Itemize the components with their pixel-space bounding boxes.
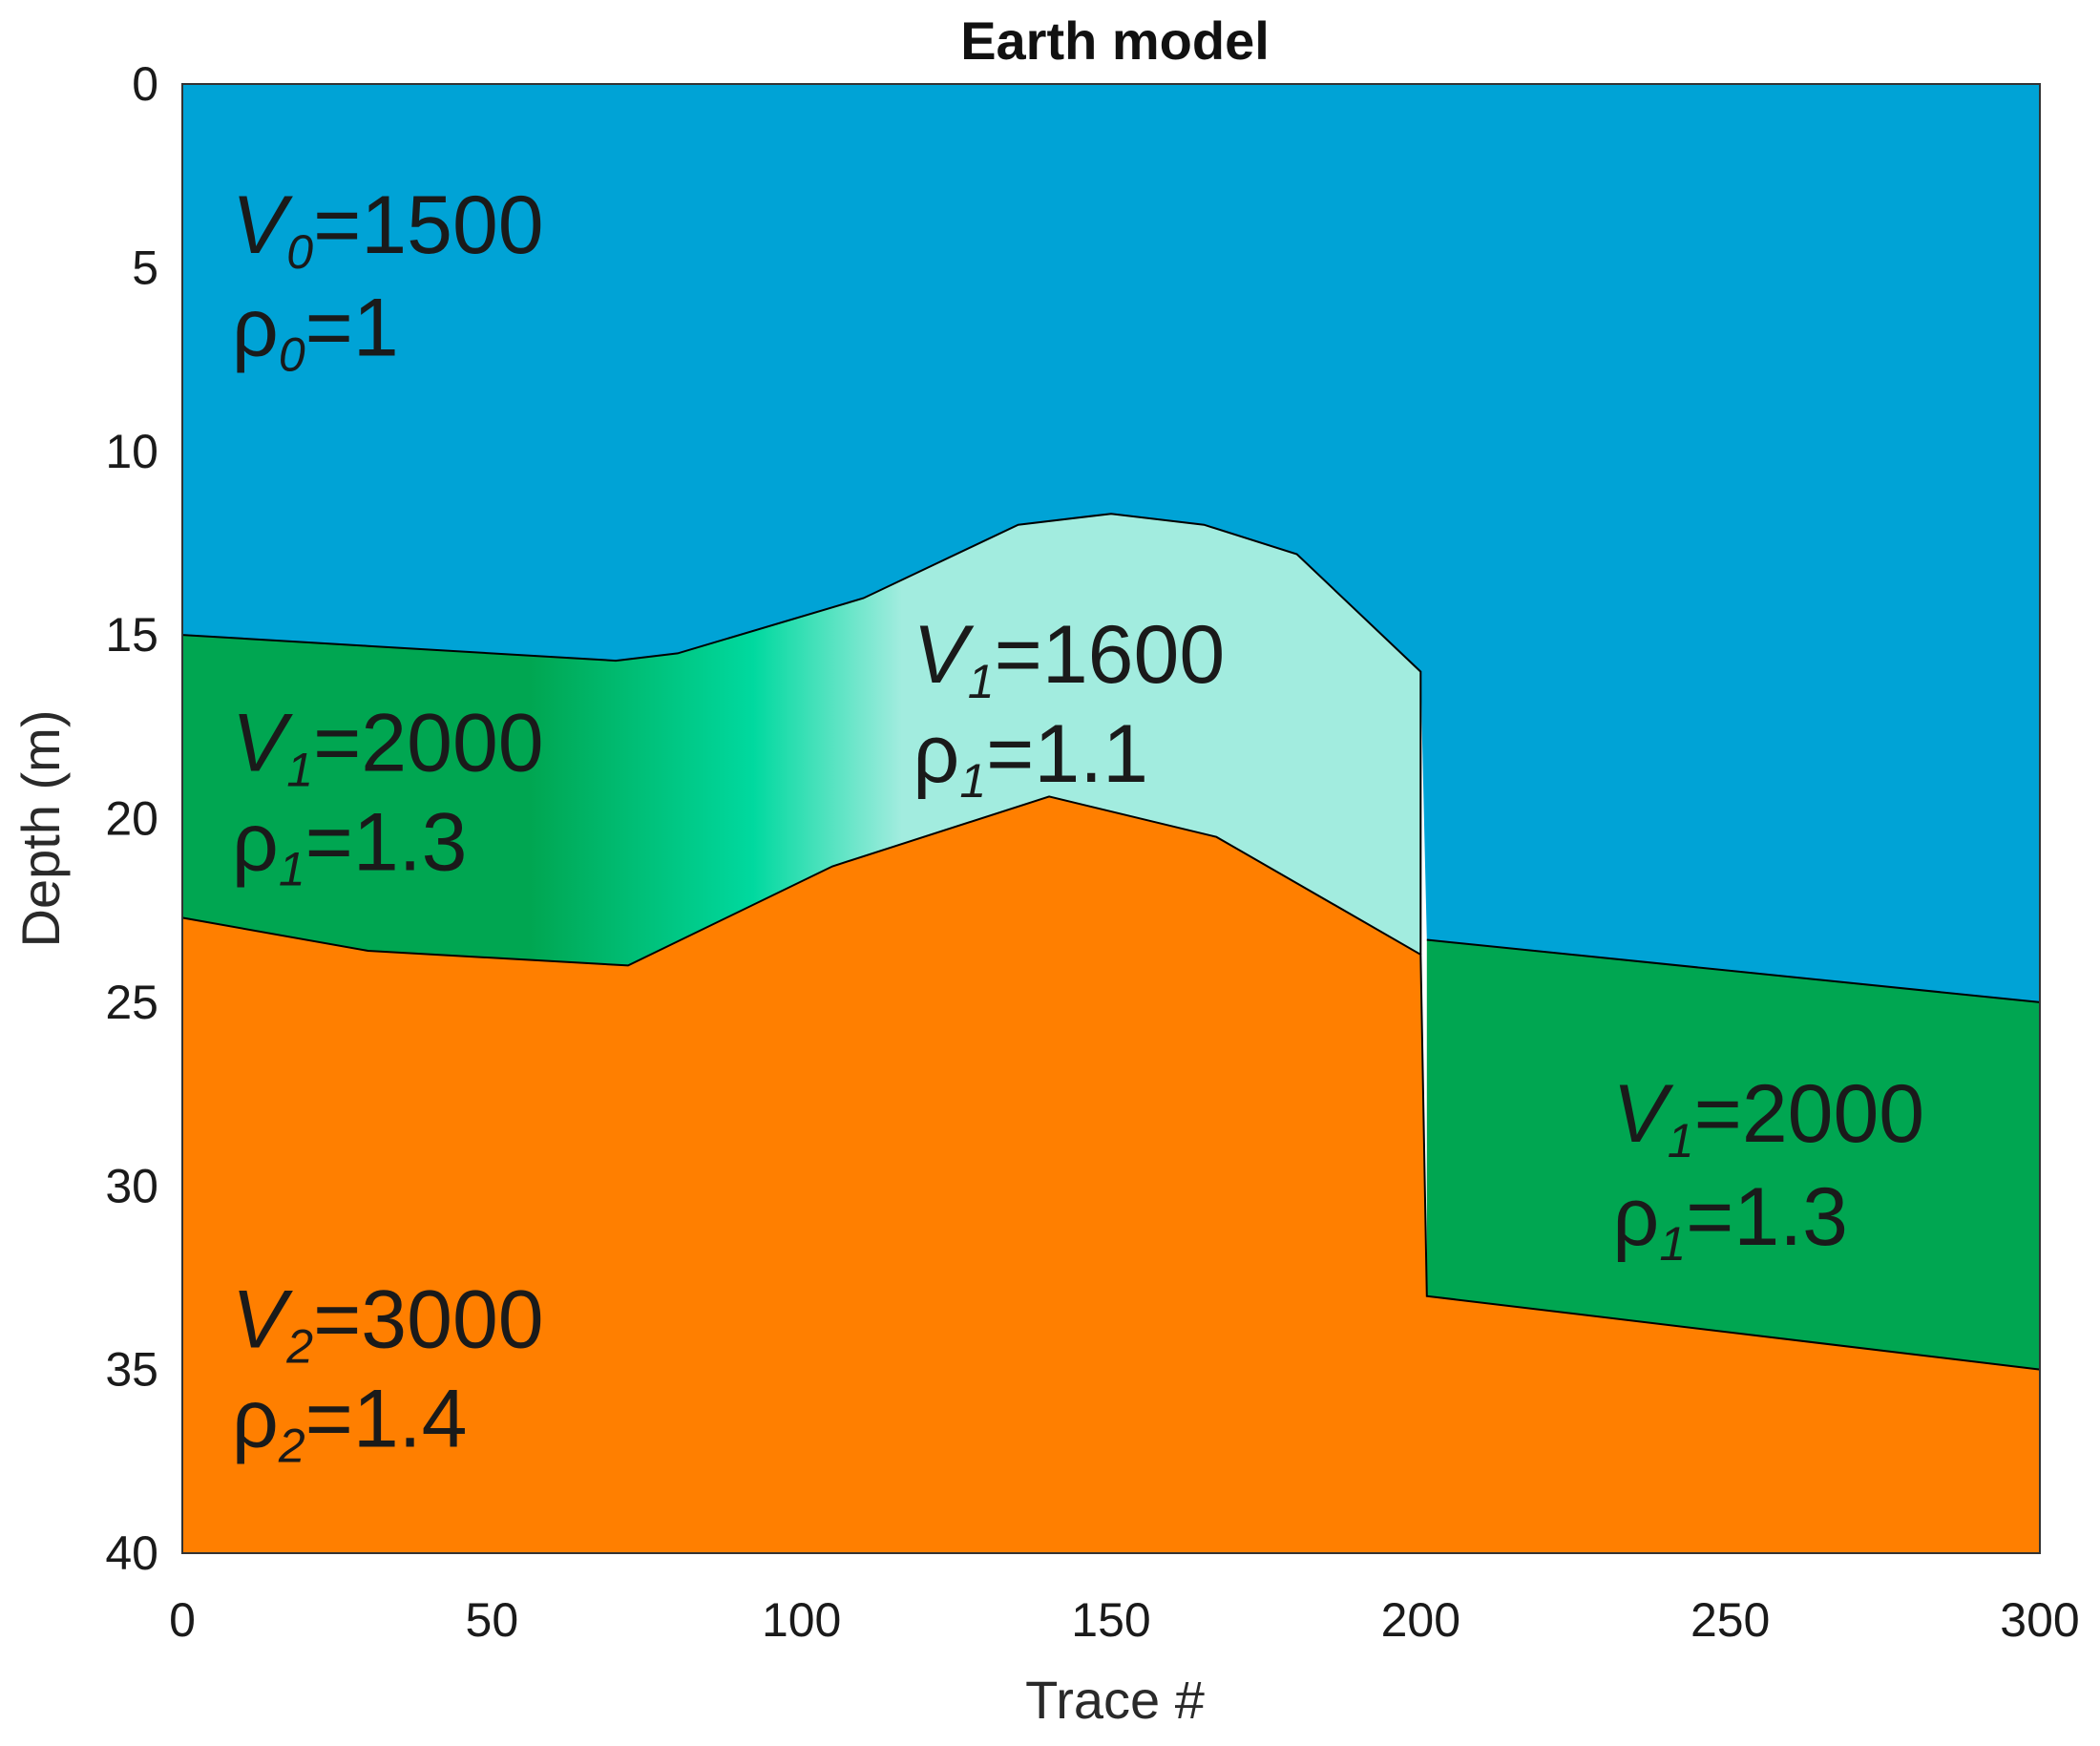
y-axis-ticks: 0 5 10 15 20 25 30 35 40 — [105, 57, 158, 1580]
y-tick-label: 0 — [132, 57, 158, 111]
x-tick-label: 250 — [1690, 1593, 1770, 1647]
y-tick-label: 30 — [105, 1159, 158, 1212]
layer1-left-region — [182, 514, 1421, 966]
x-axis-label: Trace # — [1025, 1670, 1205, 1730]
x-tick-label: 100 — [762, 1593, 841, 1647]
y-axis-label: Depth (m) — [10, 710, 71, 948]
layer-annotation: ρ1=1.1 — [913, 708, 1148, 808]
y-tick-label: 20 — [105, 792, 158, 846]
plot-frame — [181, 83, 2041, 1554]
layer-annotation: V2=3000 — [232, 1274, 544, 1374]
x-tick-label: 200 — [1381, 1593, 1460, 1647]
layer-annotation: V1=2000 — [232, 697, 544, 796]
layer-boundaries — [181, 83, 2041, 1554]
x-tick-label: 0 — [169, 1593, 196, 1647]
boundary-layer1-top-left — [181, 513, 1422, 955]
layer-annotation: V1=1600 — [913, 609, 1225, 708]
layer-annotation: ρ2=1.4 — [232, 1373, 468, 1472]
layer2-region — [182, 796, 2040, 1553]
x-tick-label: 150 — [1071, 1593, 1150, 1647]
layer-annotations: V0=1500ρ0=1V1=2000ρ1=1.3V1=1600ρ1=1.1V1=… — [232, 179, 1924, 1472]
layer-annotation: V0=1500 — [232, 179, 544, 279]
boundary-layer2-top — [181, 795, 2041, 1371]
y-tick-label: 5 — [132, 241, 158, 294]
x-tick-label: 50 — [466, 1593, 519, 1647]
water-layer — [182, 84, 2040, 1002]
x-tick-label: 300 — [2000, 1593, 2079, 1647]
figure-title: Earth model — [960, 11, 1270, 71]
layer1-right-region — [1426, 939, 2040, 1370]
layer-annotation: V1=2000 — [1612, 1068, 1924, 1168]
boundary-layer1-top-right — [1426, 938, 2041, 1003]
layer-annotation: ρ1=1.3 — [232, 796, 468, 895]
layer-annotation: ρ0=1 — [232, 283, 399, 382]
y-tick-label: 35 — [105, 1343, 158, 1397]
y-tick-label: 25 — [105, 976, 158, 1029]
y-tick-label: 40 — [105, 1526, 158, 1580]
y-tick-label: 10 — [105, 425, 158, 478]
y-tick-label: 15 — [105, 608, 158, 662]
layer-annotation: ρ1=1.3 — [1612, 1171, 1848, 1271]
x-axis-ticks: 0 50 100 150 200 250 300 — [169, 1593, 2080, 1647]
layer-polygons — [182, 84, 2040, 1553]
